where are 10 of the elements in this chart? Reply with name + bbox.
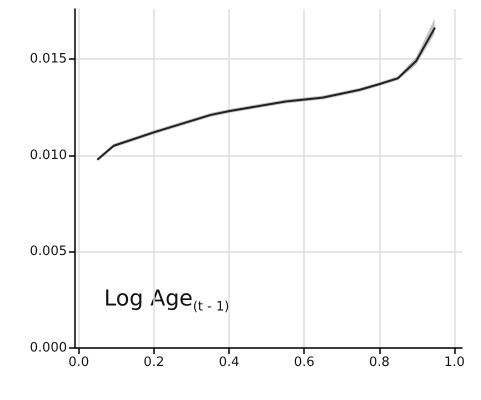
y-tick-label: 0.005 [30,244,67,260]
x-tick-label: 0.0 [68,355,90,370]
x-tick-label: 1.0 [444,355,465,370]
x-tick-label: 0.2 [144,355,164,370]
y-tick-label: 0.015 [30,52,67,67]
y-tick-label: 0.000 [30,340,67,356]
x-tick-label: 0.8 [368,355,390,370]
x-tick-label: 0.4 [218,355,240,370]
x-tick-label: 0.6 [294,355,315,370]
y-tick-label: 0.010 [30,148,67,163]
